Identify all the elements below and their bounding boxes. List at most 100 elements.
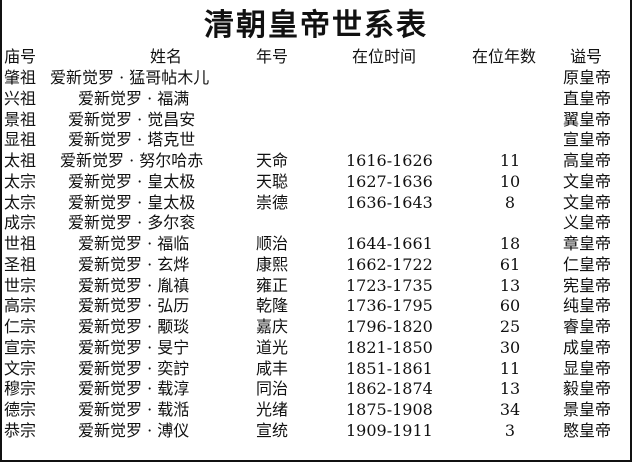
posthumous-name-cell: 成皇帝 xyxy=(563,337,612,357)
posthumous-name-cell: 毅皇帝 xyxy=(563,379,612,399)
posthumous-name-cell: 章皇帝 xyxy=(563,234,612,253)
era-name-cell: 同治 xyxy=(256,379,289,399)
era-name-cell: 天命 xyxy=(256,151,289,170)
header-reign-years: 在位年数 xyxy=(472,47,537,66)
name-cell: 爱新觉罗 · 皇太极 xyxy=(68,192,196,212)
name-cell: 爱新觉罗 · 塔克世 xyxy=(68,130,196,150)
temple-name-cell: 景祖 xyxy=(4,109,37,129)
reign-period-cell: 1909-1911 xyxy=(346,420,433,440)
name-cell: 爱新觉罗 · 胤禛 xyxy=(78,275,190,295)
page-title: 清朝皇帝世系表 xyxy=(204,8,428,43)
posthumous-name-cell: 睿皇帝 xyxy=(563,317,612,336)
reign-years-cell: 10 xyxy=(499,171,521,191)
name-cell: 爱新觉罗 · 溥仪 xyxy=(78,420,190,440)
reign-period-cell: 1636-1643 xyxy=(346,192,433,212)
name-cell: 爱新觉罗 · 努尔哈赤 xyxy=(60,151,204,170)
name-cell: 爱新觉罗 · 载淳 xyxy=(78,379,190,399)
posthumous-name-cell: 宪皇帝 xyxy=(563,275,612,295)
temple-name-cell: 圣祖 xyxy=(4,254,37,274)
temple-name-cell: 太宗 xyxy=(4,171,37,191)
posthumous-name-cell: 义皇帝 xyxy=(563,213,612,233)
posthumous-name-cell: 翼皇帝 xyxy=(563,109,612,129)
reign-period-cell: 1862-1874 xyxy=(346,379,433,399)
header-reign-period: 在位时间 xyxy=(352,47,417,66)
name-cell: 爱新觉罗 · 福满 xyxy=(78,88,190,108)
reign-years-cell: 18 xyxy=(499,234,521,253)
temple-name-cell: 高宗 xyxy=(4,296,37,316)
header-era-name: 年号 xyxy=(256,47,289,66)
temple-name-cell: 太祖 xyxy=(4,151,37,170)
reign-years-cell: 11 xyxy=(499,358,521,378)
reign-years-cell: 13 xyxy=(499,379,521,399)
temple-name-cell: 恭宗 xyxy=(4,420,37,440)
name-cell: 爱新觉罗 · 玄烨 xyxy=(78,254,190,274)
era-name-cell: 咸丰 xyxy=(256,358,289,378)
name-cell: 爱新觉罗 · 旻宁 xyxy=(78,337,190,357)
era-name-cell: 天聪 xyxy=(256,171,289,191)
era-name-cell: 嘉庆 xyxy=(256,317,289,336)
posthumous-name-cell: 宣皇帝 xyxy=(563,130,612,150)
reign-period-cell: 1851-1861 xyxy=(346,358,433,378)
name-cell: 爱新觉罗 · 弘历 xyxy=(78,296,190,316)
reign-years-cell: 8 xyxy=(504,192,516,212)
reign-years-cell: 34 xyxy=(499,400,521,419)
reign-period-cell: 1662-1722 xyxy=(346,254,433,274)
temple-name-cell: 穆宗 xyxy=(4,379,37,399)
era-name-cell: 乾隆 xyxy=(256,296,289,316)
posthumous-name-cell: 原皇帝 xyxy=(563,68,612,87)
posthumous-name-cell: 显皇帝 xyxy=(563,358,612,378)
name-cell: 爱新觉罗 · 猛哥帖木儿 xyxy=(50,68,210,87)
temple-name-cell: 世祖 xyxy=(4,234,37,253)
name-cell: 爱新觉罗 · 皇太极 xyxy=(68,171,196,191)
era-name-cell: 道光 xyxy=(256,337,289,357)
reign-years-cell: 61 xyxy=(499,254,521,274)
posthumous-name-cell: 仁皇帝 xyxy=(563,254,612,274)
temple-name-cell: 兴祖 xyxy=(4,88,37,108)
posthumous-name-cell: 愍皇帝 xyxy=(563,420,612,440)
reign-period-cell: 1723-1735 xyxy=(346,275,433,295)
header-name: 姓名 xyxy=(150,47,183,66)
header-posthumous-name: 谥号 xyxy=(570,47,603,66)
era-name-cell: 康熙 xyxy=(256,254,289,274)
name-cell: 爱新觉罗 · 福临 xyxy=(78,234,190,253)
temple-name-cell: 肇祖 xyxy=(4,68,37,87)
posthumous-name-cell: 纯皇帝 xyxy=(563,296,612,316)
temple-name-cell: 仁宗 xyxy=(4,317,37,336)
reign-years-cell: 13 xyxy=(499,275,521,295)
posthumous-name-cell: 文皇帝 xyxy=(563,192,612,212)
temple-name-cell: 显祖 xyxy=(4,130,37,150)
reign-period-cell: 1736-1795 xyxy=(346,296,433,316)
temple-name-cell: 太宗 xyxy=(4,192,37,212)
reign-period-cell: 1796-1820 xyxy=(346,317,433,336)
reign-period-cell: 1627-1636 xyxy=(346,171,433,191)
era-name-cell: 雍正 xyxy=(256,275,289,295)
name-cell: 爱新觉罗 · 颙琰 xyxy=(78,317,190,336)
temple-name-cell: 文宗 xyxy=(4,358,37,378)
header-temple-name: 庙号 xyxy=(4,47,37,66)
posthumous-name-cell: 高皇帝 xyxy=(563,151,612,170)
name-cell: 爱新觉罗 · 奕詝 xyxy=(78,358,190,378)
name-cell: 爱新觉罗 · 多尔衮 xyxy=(68,213,196,233)
reign-years-cell: 30 xyxy=(499,337,521,357)
posthumous-name-cell: 文皇帝 xyxy=(563,171,612,191)
reign-period-cell: 1821-1850 xyxy=(346,337,433,357)
reign-period-cell: 1644-1661 xyxy=(346,234,433,253)
temple-name-cell: 世宗 xyxy=(4,275,37,295)
reign-years-cell: 25 xyxy=(499,317,521,336)
era-name-cell: 顺治 xyxy=(256,234,289,253)
reign-years-cell: 11 xyxy=(499,151,521,170)
reign-period-cell: 1875-1908 xyxy=(346,400,433,419)
posthumous-name-cell: 景皇帝 xyxy=(563,400,612,419)
temple-name-cell: 宣宗 xyxy=(4,337,37,357)
name-cell: 爱新觉罗 · 载湉 xyxy=(78,400,190,419)
era-name-cell: 崇德 xyxy=(256,192,289,212)
temple-name-cell: 成宗 xyxy=(4,213,37,233)
temple-name-cell: 德宗 xyxy=(4,400,37,419)
posthumous-name-cell: 直皇帝 xyxy=(563,88,612,108)
era-name-cell: 宣统 xyxy=(256,420,289,440)
era-name-cell: 光绪 xyxy=(256,400,289,419)
reign-period-cell: 1616-1626 xyxy=(346,151,433,170)
name-cell: 爱新觉罗 · 觉昌安 xyxy=(68,109,196,129)
reign-years-cell: 3 xyxy=(504,420,516,440)
